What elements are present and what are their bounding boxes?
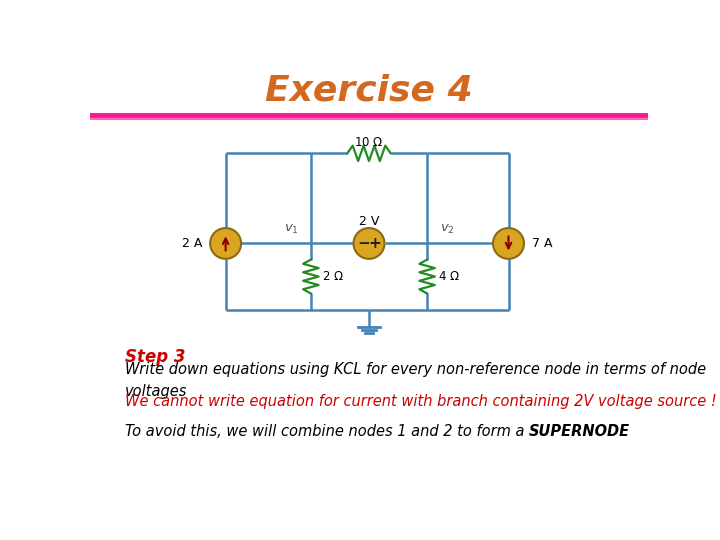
Text: SUPERNODE: SUPERNODE bbox=[529, 423, 630, 438]
Text: 2 A: 2 A bbox=[182, 237, 202, 250]
Text: 4 $\Omega$: 4 $\Omega$ bbox=[438, 270, 460, 283]
Text: 2 V: 2 V bbox=[359, 215, 379, 228]
Text: $v_2$: $v_2$ bbox=[439, 223, 454, 236]
Circle shape bbox=[210, 228, 241, 259]
Circle shape bbox=[354, 228, 384, 259]
Text: 2 $\Omega$: 2 $\Omega$ bbox=[322, 270, 343, 283]
Circle shape bbox=[493, 228, 524, 259]
Text: To avoid this, we will combine nodes 1 and 2 to form a: To avoid this, we will combine nodes 1 a… bbox=[125, 423, 529, 438]
Text: Step 3: Step 3 bbox=[125, 348, 185, 366]
Text: $v_1$: $v_1$ bbox=[284, 223, 299, 236]
Text: We cannot write equation for current with branch containing 2V voltage source !: We cannot write equation for current wit… bbox=[125, 394, 716, 409]
Text: −: − bbox=[357, 236, 370, 251]
Text: +: + bbox=[368, 236, 381, 251]
Text: 10 $\Omega$: 10 $\Omega$ bbox=[354, 136, 384, 149]
Text: Write down equations using KCL for every non-reference node in terms of node
vol: Write down equations using KCL for every… bbox=[125, 362, 706, 399]
Text: 7 A: 7 A bbox=[532, 237, 552, 250]
Text: Exercise 4: Exercise 4 bbox=[265, 73, 473, 107]
